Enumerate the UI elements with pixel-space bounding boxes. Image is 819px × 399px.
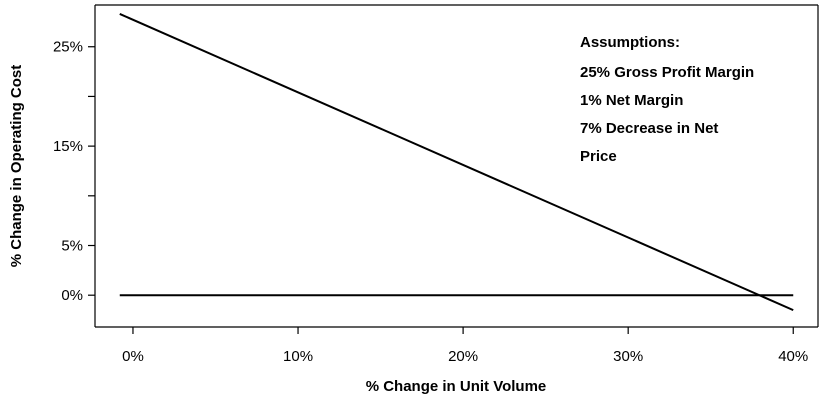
assumptions-note: Assumptions: 25% Gross Profit Margin 1% … [580, 34, 754, 165]
x-tick-label: 30% [613, 348, 643, 365]
y-tick-label: 5% [61, 238, 83, 255]
series-group [119, 13, 794, 312]
note-line-4: 7% Decrease in Net [580, 120, 718, 137]
note-line-5: Price [580, 148, 617, 165]
y-axis-ticks: 0% 5% 15% 25% [53, 39, 95, 304]
note-line-1: Assumptions: [580, 34, 680, 51]
x-tick-label: 10% [283, 348, 313, 365]
y-axis-title: % Change in Operating Cost [8, 65, 25, 268]
note-line-2: 25% Gross Profit Margin [580, 64, 754, 81]
x-tick-label: 20% [448, 348, 478, 365]
y-tick-label: 0% [61, 287, 83, 304]
note-line-3: 1% Net Margin [580, 92, 683, 109]
cost-change-line [119, 13, 794, 312]
y-tick-label: 15% [53, 138, 83, 155]
plot-frame [94, 4, 819, 328]
x-axis-title: % Change in Unit Volume [366, 378, 547, 395]
x-axis-ticks: 0% 10% 20% 30% 40% [122, 327, 808, 365]
x-tick-label: 40% [778, 348, 808, 365]
x-tick-label: 0% [122, 348, 144, 365]
y-tick-label: 25% [53, 39, 83, 56]
